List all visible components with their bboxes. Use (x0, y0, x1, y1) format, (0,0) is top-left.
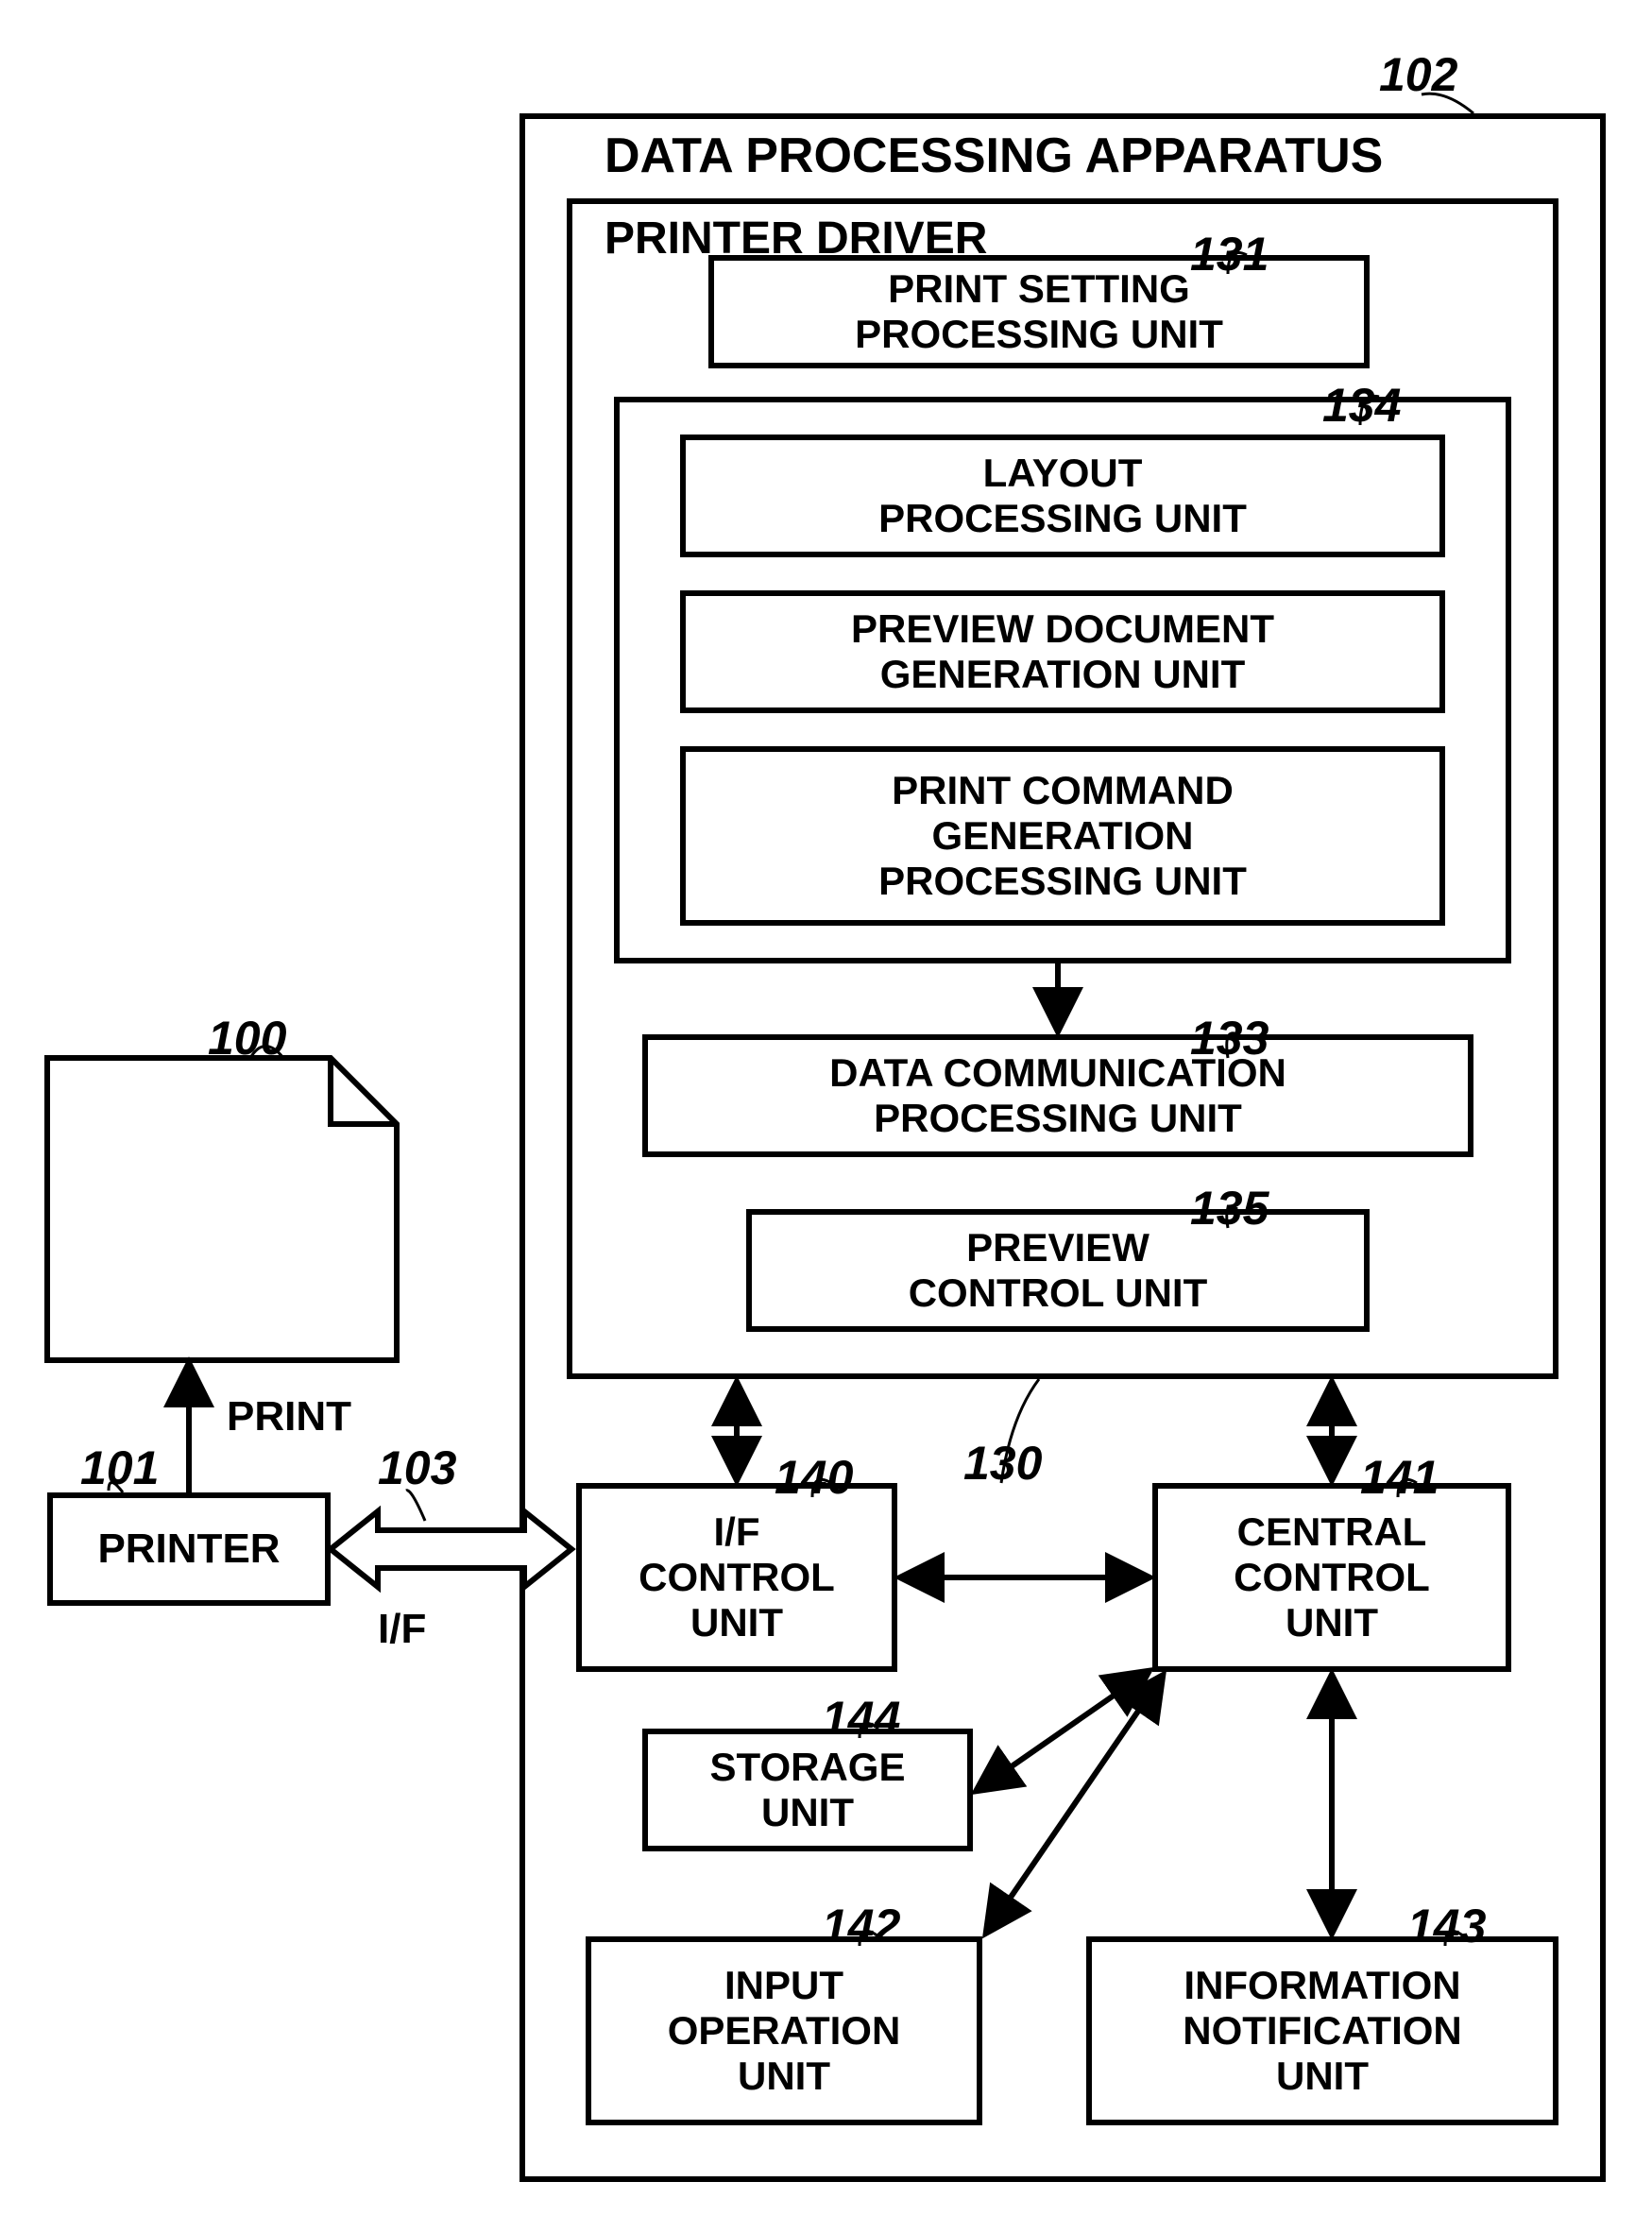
info-notif-node: INFORMATIONNOTIFICATIONUNIT (1086, 1936, 1558, 2125)
apparatus-title: DATA PROCESSING APPARATUS (605, 128, 1383, 184)
print-label: PRINT (227, 1393, 351, 1440)
ref-141: 141 (1360, 1450, 1439, 1505)
ref-100: 100 (208, 1011, 286, 1065)
ref-103: 103 (378, 1440, 456, 1495)
ref-133: 133 (1190, 1011, 1269, 1065)
ref-140: 140 (775, 1450, 853, 1505)
ref-134: 134 (1322, 378, 1401, 433)
ref-135: 135 (1190, 1181, 1269, 1236)
ref-131: 131 (1190, 227, 1269, 281)
data-comm-node: DATA COMMUNICATIONPROCESSING UNIT (642, 1034, 1473, 1157)
ref-144: 144 (822, 1691, 900, 1746)
ref-143: 143 (1407, 1899, 1486, 1953)
if-control-node: I/FCONTROLUNIT (576, 1483, 897, 1672)
ref-130: 130 (963, 1436, 1042, 1491)
central-control-node: CENTRALCONTROLUNIT (1152, 1483, 1511, 1672)
recording-medium-label: RECORDINGMEDIUM (66, 1162, 378, 1257)
diagram-canvas: RECORDINGMEDIUM PRINTER DATA PROCESSING … (0, 0, 1652, 2233)
preview-ctrl-node: PREVIEWCONTROL UNIT (746, 1209, 1370, 1332)
printer-node: PRINTER (47, 1492, 331, 1606)
if-label: I/F (378, 1606, 426, 1653)
layout-node: LAYOUTPROCESSING UNIT (680, 435, 1445, 557)
input-op-node: INPUTOPERATIONUNIT (586, 1936, 982, 2125)
print-setting-node: PRINT SETTINGPROCESSING UNIT (708, 255, 1370, 368)
ref-101: 101 (80, 1440, 159, 1495)
storage-node: STORAGEUNIT (642, 1729, 973, 1851)
print-cmd-node: PRINT COMMANDGENERATIONPROCESSING UNIT (680, 746, 1445, 926)
ref-142: 142 (822, 1899, 900, 1953)
ref-102: 102 (1379, 47, 1457, 102)
preview-doc-node: PREVIEW DOCUMENTGENERATION UNIT (680, 590, 1445, 713)
